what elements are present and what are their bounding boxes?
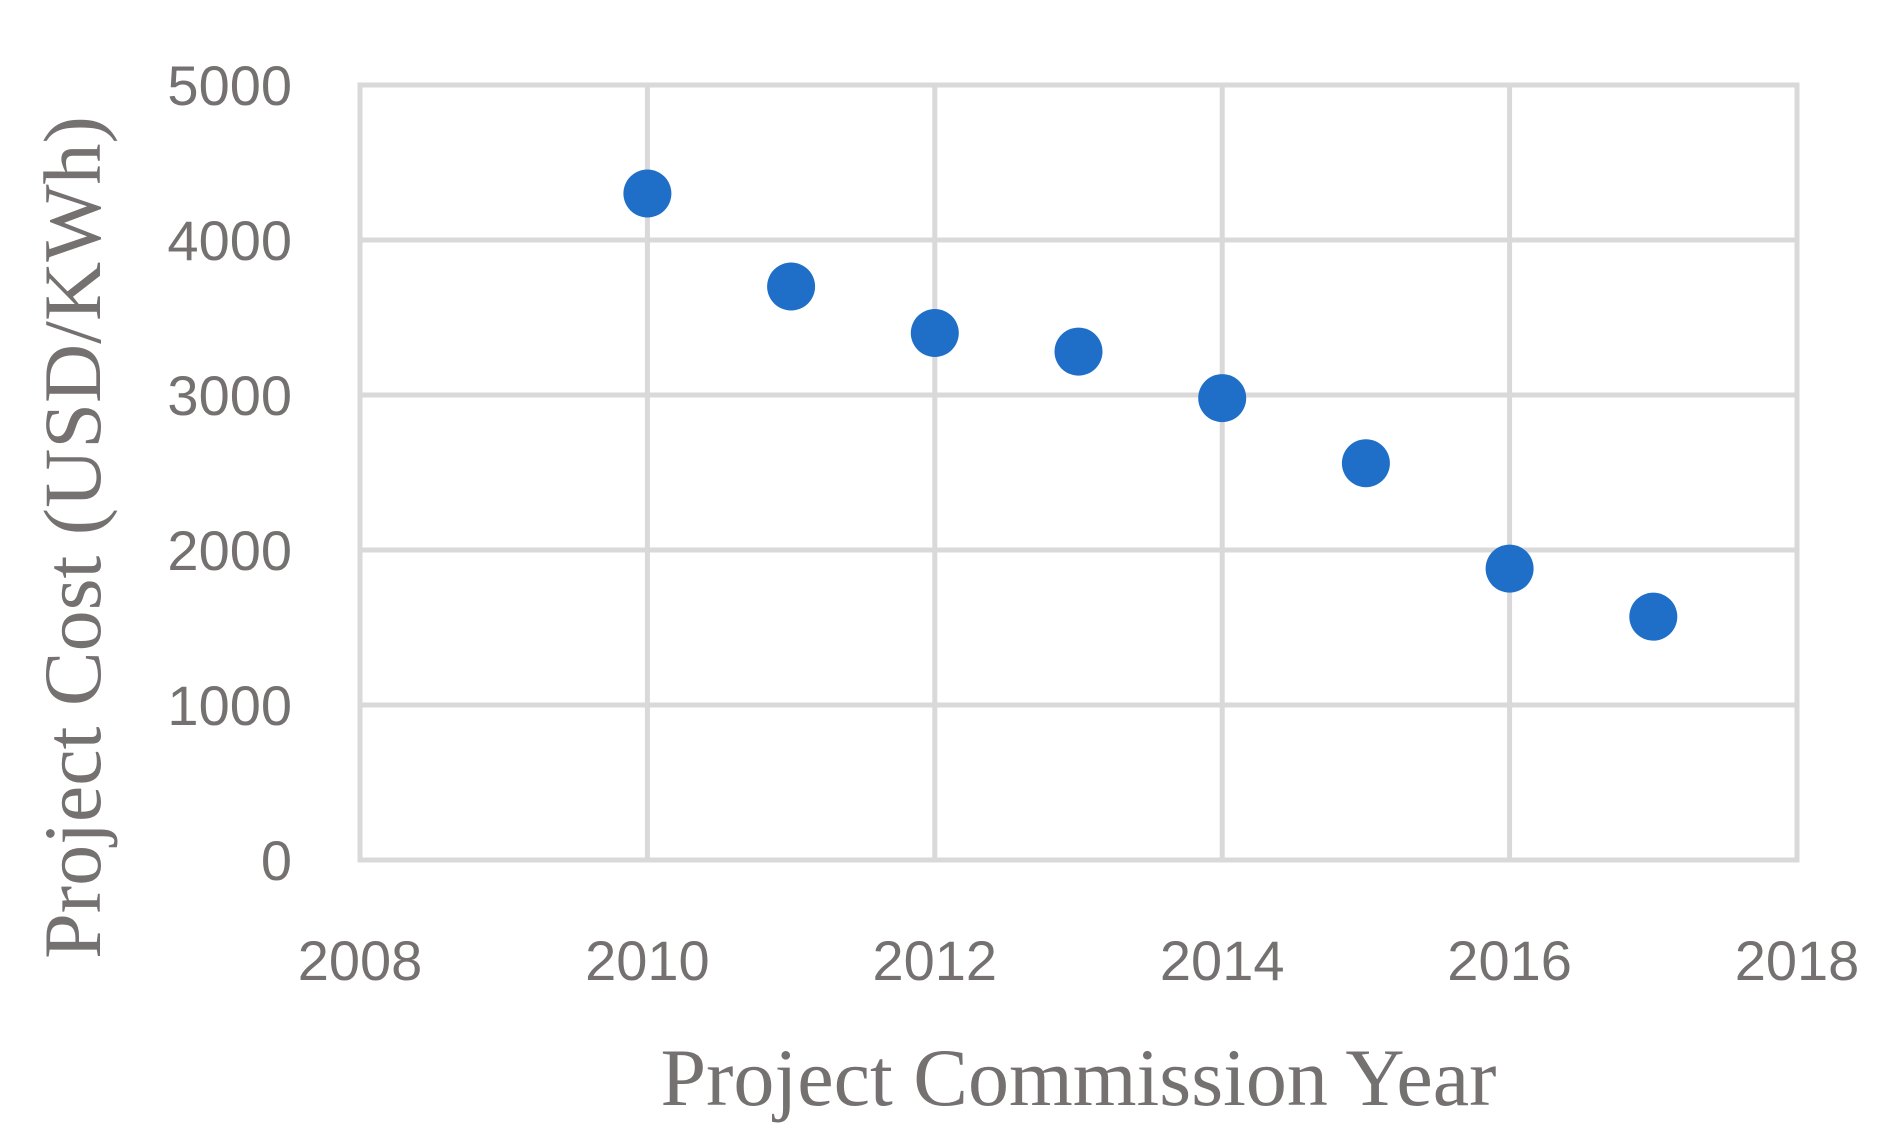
data-point bbox=[1485, 544, 1534, 593]
data-point bbox=[767, 262, 816, 311]
plot-frame bbox=[357, 82, 1800, 863]
data-point bbox=[1629, 592, 1678, 641]
x-tick-labels: 2008 2010 2012 2014 2016 2018 bbox=[298, 929, 1860, 992]
y-tick-label: 1000 bbox=[167, 674, 292, 737]
y-tick-label: 5000 bbox=[167, 54, 292, 117]
x-tick-label: 2016 bbox=[1447, 929, 1572, 992]
y-tick-labels: 0 1000 2000 3000 4000 5000 bbox=[167, 54, 292, 892]
data-point bbox=[910, 309, 959, 357]
data-point bbox=[1341, 439, 1390, 488]
x-tick-label: 2012 bbox=[873, 929, 998, 992]
gridlines bbox=[357, 82, 1800, 863]
x-tick-label: 2010 bbox=[585, 929, 710, 992]
x-tick-label: 2008 bbox=[298, 929, 423, 992]
data-point bbox=[1198, 374, 1247, 423]
x-tick-label: 2014 bbox=[1160, 929, 1285, 992]
y-tick-label: 4000 bbox=[167, 209, 292, 272]
x-axis-title: Project Commission Year bbox=[661, 1032, 1497, 1123]
y-axis-title: Project Cost (USD/KWh) bbox=[27, 116, 118, 959]
data-point bbox=[623, 169, 672, 218]
y-tick-label: 2000 bbox=[167, 519, 292, 582]
y-tick-label: 3000 bbox=[167, 364, 292, 427]
x-tick-label: 2018 bbox=[1735, 929, 1860, 992]
y-tick-label: 0 bbox=[261, 829, 292, 892]
data-points bbox=[623, 169, 1678, 641]
data-point bbox=[1054, 327, 1103, 376]
